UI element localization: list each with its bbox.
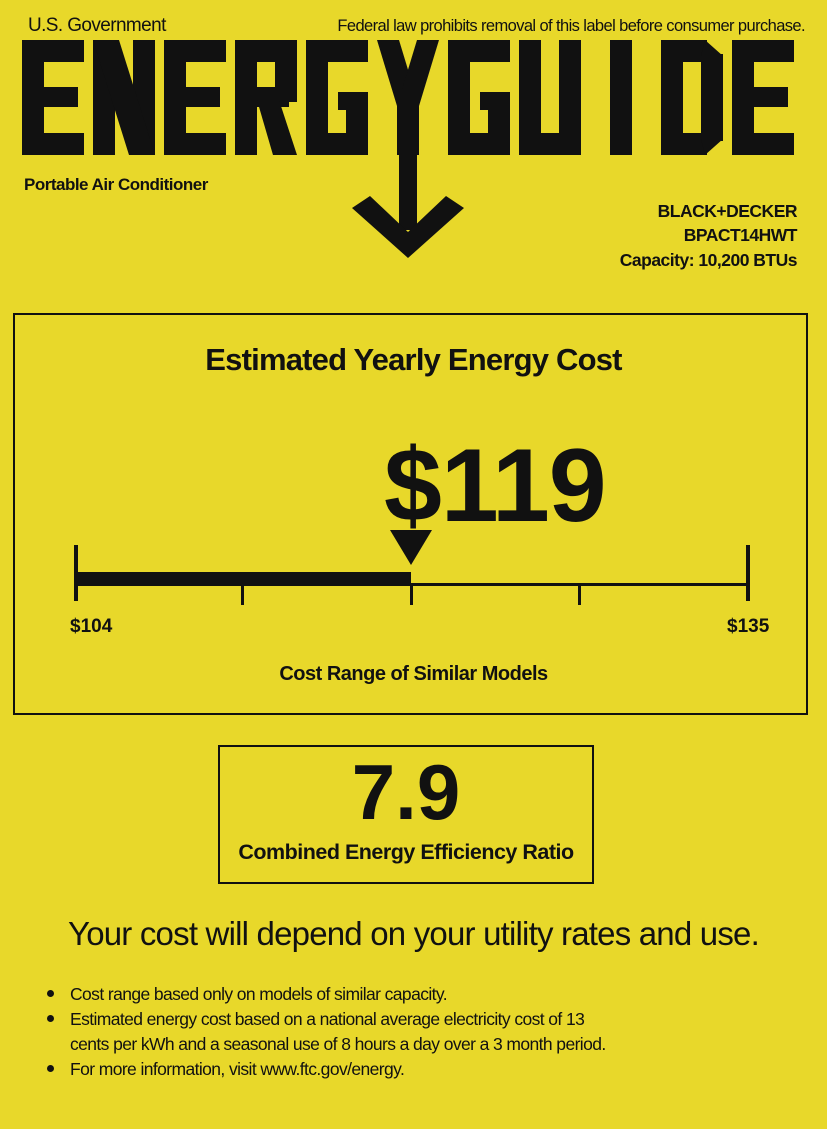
bullet-item: For more information, visit www.ftc.gov/… [47,1059,405,1080]
logo-letter-shape [275,40,297,102]
logo-letter-shape [610,40,632,155]
model-number: BPACT14HWT [683,225,798,245]
logo-wordmark [22,40,794,155]
logo-letter-shape [257,100,297,155]
logo-letter-shape [732,87,788,107]
issuer-text: U.S. Government [28,15,166,36]
logo-letter-shape [93,40,155,155]
logo-letter-shape [661,40,683,155]
legal-notice: Federal law prohibits removal of this la… [337,17,805,35]
logo-letter-shape [701,139,723,155]
logo-letter-shape [164,87,220,107]
logo-letter-shape [164,133,226,155]
logo-letter-shape [22,40,84,62]
brand-name: BLACK+DECKER [657,201,798,221]
logo-letter-shape [661,133,707,155]
logo-letter-shape [306,40,368,62]
logo-letter-shape [397,40,439,106]
logo-letter-shape [732,133,794,155]
down-arrow-icon [352,140,464,258]
scale-tick [241,583,244,605]
efficiency-panel [218,745,594,884]
scale-tick [578,583,581,605]
bullet-item: Cost range based only on models of simil… [47,984,448,1005]
bullet-icon [47,989,54,997]
bullet-continuation: cents per kWh and a seasonal use of 8 ho… [70,1034,606,1054]
logo-letter-shape [164,40,226,62]
logo-letter-shape [559,40,581,155]
scale-end-right [746,545,750,601]
cost-marker-icon [390,530,432,565]
bullet-item: Estimated energy cost based on a nationa… [47,1009,585,1030]
cost-range-scale [74,530,750,605]
cost-value: $119 [384,428,607,544]
logo-letter-shape [661,40,707,62]
scale-tick [410,583,413,605]
logo-letter-shape [732,40,794,62]
energyguide-logo [22,40,794,258]
bullet-icon [47,1064,54,1072]
cost-disclaimer: Your cost will depend on your utility ra… [68,915,760,952]
range-min-label: $104 [70,616,113,637]
logo-letter-shape [701,40,723,56]
scale-fill [76,572,411,586]
range-caption: Cost Range of Similar Models [279,663,548,685]
capacity: Capacity: 10,200 BTUs [619,250,798,270]
logo-letter-shape [22,133,84,155]
logo-letter-shape [701,54,723,141]
logo-letter-shape [519,133,581,155]
logo-letter-shape [22,87,78,107]
product-type: Portable Air Conditioner [24,175,208,194]
logo-letter-shape [448,40,510,62]
logo-letter-shape [306,40,328,155]
cost-panel [13,313,808,715]
cost-title: Estimated Yearly Energy Cost [205,342,622,377]
range-max-label: $135 [727,616,770,637]
logo-letter-shape [480,92,510,110]
scale-end-left [74,545,78,601]
ceer-label: Combined Energy Efficiency Ratio [238,840,574,864]
logo-letter-shape [338,92,368,110]
ceer-value: 7.9 [351,748,461,836]
bullet-icon [47,1014,54,1022]
logo-letter-shape [519,40,541,155]
logo-letter-shape [448,40,470,155]
logo-letter-shape [397,90,419,155]
